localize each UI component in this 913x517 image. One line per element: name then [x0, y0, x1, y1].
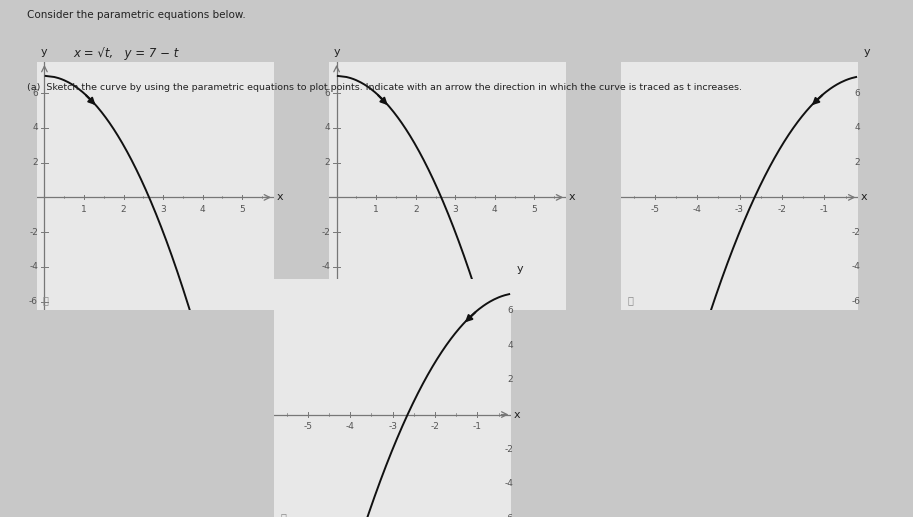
Text: ⓟ: ⓟ	[335, 295, 341, 305]
Text: -4: -4	[851, 262, 860, 271]
Text: x = √t,   y = 7 − t: x = √t, y = 7 − t	[73, 47, 178, 59]
Text: 6: 6	[324, 89, 331, 98]
Text: (a)  Sketch the curve by using the parametric equations to plot points. Indicate: (a) Sketch the curve by using the parame…	[27, 83, 742, 92]
Text: -1: -1	[820, 205, 829, 214]
Text: 1: 1	[373, 205, 379, 214]
Text: x: x	[514, 409, 520, 419]
Text: 4: 4	[855, 124, 860, 132]
Text: -4: -4	[29, 262, 38, 271]
Text: y: y	[864, 47, 870, 57]
Text: 4: 4	[324, 124, 331, 132]
Text: 6: 6	[508, 306, 513, 315]
Text: -5: -5	[650, 205, 659, 214]
Text: x: x	[861, 192, 867, 202]
Text: 3: 3	[453, 205, 458, 214]
Text: 2: 2	[32, 158, 38, 167]
Text: -4: -4	[693, 205, 701, 214]
Text: 2: 2	[121, 205, 126, 214]
Text: y: y	[41, 47, 47, 57]
Text: -1: -1	[473, 422, 482, 431]
Text: -2: -2	[778, 205, 786, 214]
Text: -6: -6	[851, 297, 860, 306]
Text: -4: -4	[504, 479, 513, 489]
Text: 2: 2	[324, 158, 331, 167]
Text: 4: 4	[492, 205, 498, 214]
Text: 5: 5	[531, 205, 537, 214]
Text: -6: -6	[29, 297, 38, 306]
Text: 6: 6	[32, 89, 38, 98]
Text: 4: 4	[508, 341, 513, 349]
Text: 4: 4	[32, 124, 38, 132]
Text: -4: -4	[346, 422, 354, 431]
Text: 1: 1	[81, 205, 87, 214]
Text: -6: -6	[504, 514, 513, 517]
Text: -3: -3	[388, 422, 397, 431]
Text: -2: -2	[29, 227, 38, 237]
Text: 3: 3	[161, 205, 166, 214]
Text: x: x	[569, 192, 575, 202]
Text: ⓞ: ⓞ	[43, 295, 49, 305]
Text: -4: -4	[321, 262, 331, 271]
Text: 2: 2	[855, 158, 860, 167]
Text: 6: 6	[855, 89, 860, 98]
Text: y: y	[517, 264, 523, 274]
Text: 2: 2	[413, 205, 418, 214]
Text: 4: 4	[200, 205, 205, 214]
Text: -2: -2	[504, 445, 513, 454]
Text: ⓡ: ⓡ	[280, 512, 287, 517]
Text: -3: -3	[735, 205, 744, 214]
Text: ⓠ: ⓠ	[627, 295, 634, 305]
Text: x: x	[277, 192, 283, 202]
Text: -2: -2	[851, 227, 860, 237]
Text: -6: -6	[321, 297, 331, 306]
Text: -2: -2	[431, 422, 439, 431]
Text: Consider the parametric equations below.: Consider the parametric equations below.	[27, 10, 247, 20]
Text: 5: 5	[239, 205, 245, 214]
Text: -5: -5	[303, 422, 312, 431]
Text: 2: 2	[508, 375, 513, 384]
Text: y: y	[333, 47, 340, 57]
Text: -2: -2	[321, 227, 331, 237]
